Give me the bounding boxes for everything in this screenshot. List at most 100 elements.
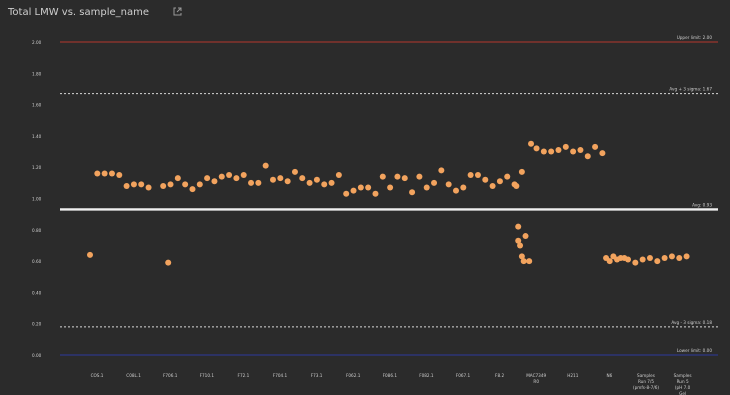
- data-point: [174, 175, 181, 182]
- data-point: [555, 146, 562, 153]
- data-point: [646, 254, 653, 261]
- data-point: [387, 184, 394, 191]
- data-point: [423, 184, 430, 191]
- data-point: [211, 178, 218, 185]
- data-point: [570, 148, 577, 155]
- data-point: [372, 190, 379, 197]
- data-point: [528, 140, 535, 147]
- data-point: [394, 173, 401, 180]
- reference-line-label: Lower limit: 0.00: [677, 348, 712, 353]
- data-point: [167, 181, 174, 188]
- data-point: [639, 256, 646, 263]
- data-point: [460, 184, 467, 191]
- data-point: [145, 184, 152, 191]
- data-point: [526, 258, 533, 265]
- x-tick-label: F067.1: [456, 373, 471, 378]
- data-point: [504, 173, 511, 180]
- data-point: [654, 258, 661, 265]
- x-tick-label: F704.1: [273, 373, 288, 378]
- data-point: [343, 190, 350, 197]
- data-point: [517, 242, 524, 249]
- data-point: [533, 145, 540, 152]
- data-point: [233, 175, 240, 182]
- data-point: [101, 170, 108, 177]
- data-point: [540, 148, 547, 155]
- data-point: [130, 181, 137, 188]
- data-point: [138, 181, 145, 188]
- data-point: [603, 254, 610, 261]
- reference-line-label: Avg - 3 sigma: 0.18: [671, 320, 712, 325]
- data-point: [335, 172, 342, 179]
- data-point: [270, 176, 276, 183]
- data-point: [189, 186, 196, 193]
- x-tick-label: (pH 7.0: [675, 385, 691, 390]
- data-point: [87, 251, 93, 258]
- data-point: [496, 178, 503, 185]
- data-point: [291, 168, 298, 175]
- x-tick-label: N6: [607, 373, 613, 378]
- data-point: [683, 253, 690, 260]
- data-point: [416, 173, 423, 180]
- data-point: [306, 179, 313, 186]
- data-point: [94, 170, 101, 177]
- y-tick-label: 0.40: [32, 290, 42, 295]
- data-point: [248, 179, 255, 186]
- data-point: [240, 172, 247, 179]
- y-tick-label: 1.00: [32, 197, 42, 202]
- y-tick-label: 0.00: [32, 353, 42, 358]
- data-point: [661, 254, 668, 261]
- data-point: [218, 173, 225, 180]
- data-point: [262, 162, 269, 169]
- data-point: [610, 253, 617, 260]
- data-point: [599, 150, 606, 157]
- data-point: [482, 176, 489, 183]
- data-point: [520, 258, 527, 265]
- y-tick-label: 2.00: [32, 40, 42, 45]
- y-tick-label: 1.40: [32, 134, 42, 139]
- data-point: [522, 233, 529, 240]
- data-point: [431, 179, 438, 186]
- data-point: [445, 181, 452, 188]
- x-tick-label: Gel: [679, 391, 686, 395]
- data-point: [365, 184, 372, 191]
- y-tick-label: 0.60: [32, 259, 42, 264]
- data-point: [515, 223, 522, 230]
- data-point: [518, 253, 525, 260]
- data-point: [562, 143, 569, 150]
- x-tick-label: F72.1: [238, 373, 250, 378]
- data-point: [584, 153, 591, 160]
- data-point: [313, 176, 320, 183]
- data-point: [284, 178, 291, 185]
- data-point: [379, 173, 386, 180]
- data-point: [182, 181, 189, 188]
- chart-title: Total LMW vs. sample_name: [8, 7, 150, 18]
- x-tick-label: F086.1: [383, 373, 398, 378]
- data-point: [438, 167, 445, 174]
- x-tick-label: C08L.1: [126, 373, 141, 378]
- x-tick-label: MAC7349: [526, 373, 546, 378]
- data-point: [668, 253, 675, 260]
- data-point: [160, 182, 167, 189]
- y-tick-label: 1.60: [32, 103, 42, 108]
- data-point: [518, 168, 525, 175]
- x-tick-label: Samples: [674, 373, 692, 378]
- y-tick-label: 1.20: [32, 165, 42, 170]
- data-point: [357, 184, 364, 191]
- data-point: [226, 172, 233, 179]
- external-link-icon[interactable]: [172, 6, 183, 17]
- x-tick-label: F062.1: [346, 373, 361, 378]
- data-point: [116, 172, 123, 179]
- data-point: [513, 182, 520, 189]
- x-tick-label: Samples: [637, 373, 655, 378]
- data-point: [625, 256, 632, 263]
- data-point: [299, 175, 306, 182]
- data-point: [196, 181, 203, 188]
- reference-line-label: Avg: 0.93: [692, 202, 712, 207]
- data-point: [123, 182, 130, 189]
- data-point: [165, 259, 172, 266]
- x-tick-label: H211: [567, 373, 578, 378]
- data-point: [489, 182, 496, 189]
- x-tick-label: F082.1: [419, 373, 434, 378]
